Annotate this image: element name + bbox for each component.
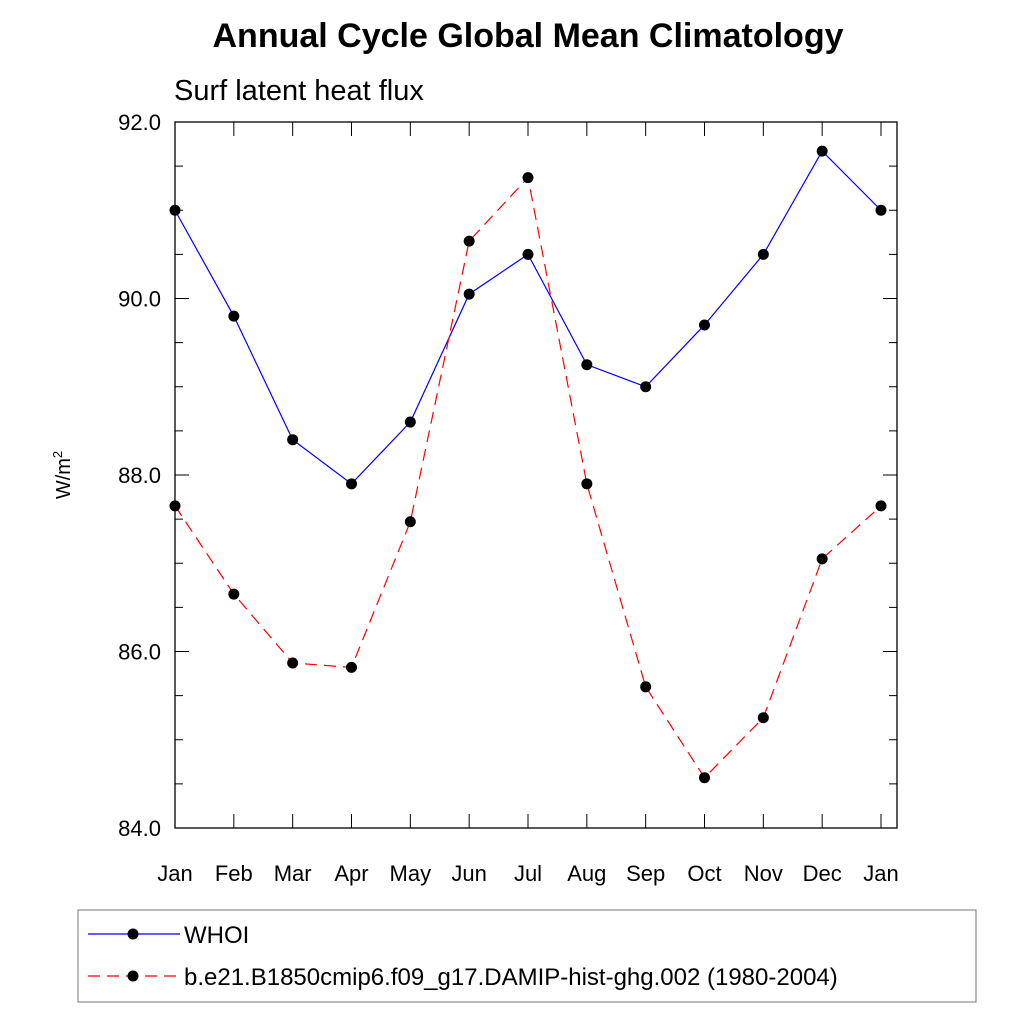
x-tick-label: Aug (567, 861, 606, 886)
data-point (581, 478, 593, 490)
data-point (463, 288, 475, 300)
x-tick-label: May (390, 861, 432, 886)
x-tick-label: Oct (687, 861, 721, 886)
series-2 (169, 172, 887, 784)
y-tick-label: 84.0 (118, 816, 161, 841)
data-point (699, 319, 710, 331)
data-point (875, 500, 887, 512)
y-tick-label: 86.0 (118, 640, 161, 665)
data-point (287, 657, 299, 669)
data-point (169, 204, 181, 216)
x-tick-label: Jan (157, 861, 192, 886)
data-point (581, 359, 593, 371)
data-point (522, 172, 534, 184)
data-point (169, 500, 181, 512)
x-tick-label: Jan (863, 861, 898, 886)
series-1 (169, 145, 887, 490)
data-point (522, 248, 534, 260)
x-tick-label: Sep (626, 861, 665, 886)
data-point (228, 310, 240, 322)
plot-frame (174, 121, 898, 829)
data-point (816, 145, 828, 157)
series-line (174, 150, 882, 485)
data-point (757, 248, 769, 260)
legend-label-1: WHOI (184, 922, 249, 949)
legend-marker-2 (127, 970, 139, 982)
legend-label-2: b.e21.B1850cmip6.f09_g17.DAMIP-hist-ghg.… (184, 964, 838, 991)
tick-labels: 84.0 86.0 88.0 90.0 92.0 Jan Feb Mar Apr May Jun Ju… (118, 110, 899, 886)
x-tick-label: Jul (514, 861, 542, 886)
x-tick-label: Mar (274, 861, 312, 886)
x-tick-label: Feb (215, 861, 253, 886)
legend-marker-1 (127, 928, 139, 940)
chart-title: Annual Cycle Global Mean Climatology (213, 17, 844, 55)
x-tick-label: Dec (803, 861, 842, 886)
data-point (875, 204, 887, 216)
data-point (463, 235, 475, 247)
data-point (699, 772, 710, 784)
x-tick-label: Apr (334, 861, 368, 886)
data-point (816, 553, 828, 565)
y-tick-label: 92.0 (118, 110, 161, 135)
x-tick-label: Jun (451, 861, 486, 886)
legend: WHOI b.e21.B1850cmip6.f09_g17.DAMIP-hist-… (77, 909, 977, 1003)
y-axis-label: W/m2 (50, 451, 75, 499)
axis-ticks (174, 121, 897, 829)
data-point (228, 588, 240, 600)
data-point (287, 434, 299, 446)
plot-border (174, 121, 898, 829)
data-point (346, 478, 357, 490)
x-tick-label: Nov (744, 861, 783, 886)
legend-box (77, 909, 977, 1003)
data-point (404, 416, 416, 428)
data-point (757, 712, 769, 724)
y-tick-label: 88.0 (118, 463, 161, 488)
data-point (640, 381, 652, 393)
data-point (404, 516, 416, 528)
data-point (346, 661, 357, 673)
y-tick-label: 90.0 (118, 287, 161, 312)
series-line (174, 176, 882, 779)
series-layer (169, 145, 887, 784)
data-point (640, 681, 652, 693)
chart-subtitle: Surf latent heat flux (174, 75, 424, 107)
